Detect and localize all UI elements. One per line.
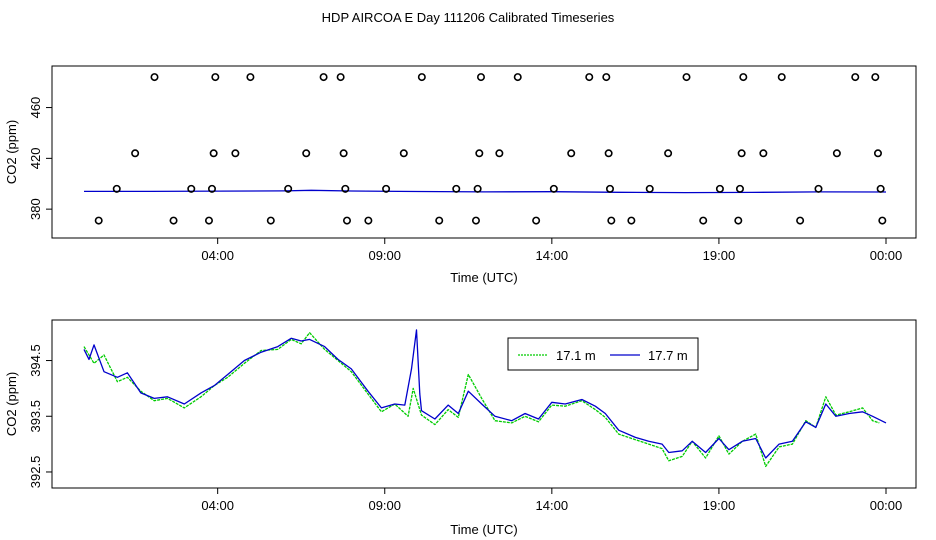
- data-point: [187, 184, 196, 193]
- data-point: [627, 216, 636, 225]
- x-tick-label-top: 19:00: [703, 248, 736, 263]
- data-point: [131, 149, 140, 158]
- data-point: [871, 73, 880, 82]
- data-point: [204, 216, 213, 225]
- data-point: [513, 73, 522, 82]
- data-point: [814, 184, 823, 193]
- data-point: [878, 216, 887, 225]
- x-tick-label-top: 00:00: [870, 248, 903, 263]
- x-tick-label-bottom: 09:00: [368, 498, 401, 513]
- legend-label-17-7m: 17.7 m: [648, 348, 688, 363]
- legend-label-17-1m: 17.1 m: [556, 348, 596, 363]
- data-point: [211, 73, 220, 82]
- data-point: [476, 73, 485, 82]
- data-point: [266, 216, 275, 225]
- x-tick-label-bottom: 14:00: [536, 498, 569, 513]
- data-point: [302, 149, 311, 158]
- data-point: [246, 73, 255, 82]
- data-point: [495, 149, 504, 158]
- data-point: [475, 149, 484, 158]
- y-tick-label-top: 420: [28, 147, 43, 169]
- data-point: [209, 149, 218, 158]
- data-point: [319, 73, 328, 82]
- y-axis-label-bottom: CO2 (ppm): [4, 372, 19, 436]
- data-point: [435, 216, 444, 225]
- plot-frame-bottom: [51, 319, 917, 489]
- x-tick-label-top: 09:00: [368, 248, 401, 263]
- data-point: [602, 73, 611, 82]
- point-series-top: [94, 73, 887, 225]
- data-point: [471, 216, 480, 225]
- series-line-17-7m: [83, 329, 887, 459]
- y-axis-bottom: 392.5 393.5 394.5: [28, 344, 52, 488]
- data-point: [382, 184, 391, 193]
- y-tick-label-bottom: 392.5: [28, 456, 43, 489]
- data-point: [567, 149, 576, 158]
- legend-box: [507, 337, 699, 371]
- data-point: [682, 73, 691, 82]
- y-axis-label-top: CO2 (ppm): [4, 120, 19, 184]
- x-axis-label-top: Time (UTC): [450, 270, 517, 285]
- data-point: [851, 73, 860, 82]
- y-tick-label-top: 380: [28, 198, 43, 220]
- data-point: [737, 149, 746, 158]
- data-point: [339, 149, 348, 158]
- x-tick-label-top: 14:00: [536, 248, 569, 263]
- co2-line-top: [84, 189, 887, 194]
- data-point: [832, 149, 841, 158]
- x-tick-label-bottom: 04:00: [201, 498, 234, 513]
- chart-bottom: 04:00 09:00 14:00 19:00 00:00 392.5 393.5 394.…: [4, 319, 917, 537]
- data-point: [777, 73, 786, 82]
- page-title: HDP AIRCOA E Day 111206 Calibrated Times…: [322, 10, 615, 25]
- data-point: [645, 184, 654, 193]
- data-point: [532, 216, 541, 225]
- y-tick-label-top: 460: [28, 97, 43, 119]
- data-point: [417, 73, 426, 82]
- data-point: [873, 149, 882, 158]
- y-tick-label-bottom: 393.5: [28, 400, 43, 433]
- line-series-top: [84, 189, 887, 194]
- data-point: [399, 149, 408, 158]
- x-tick-label-bottom: 19:00: [703, 498, 736, 513]
- x-axis-top: 04:00 09:00 14:00 19:00 00:00: [201, 238, 902, 263]
- data-point: [473, 184, 482, 193]
- x-axis-label-bottom: Time (UTC): [450, 522, 517, 537]
- data-point: [549, 184, 558, 193]
- data-point: [699, 216, 708, 225]
- x-axis-bottom: 04:00 09:00 14:00 19:00 00:00: [201, 488, 902, 513]
- data-point: [796, 216, 805, 225]
- data-point: [605, 184, 614, 193]
- data-point: [336, 73, 345, 82]
- data-point: [715, 184, 724, 193]
- data-point: [207, 184, 216, 193]
- data-point: [231, 149, 240, 158]
- data-point: [604, 149, 613, 158]
- x-tick-label-bottom: 00:00: [870, 498, 903, 513]
- data-point: [735, 184, 744, 193]
- data-point: [150, 73, 159, 82]
- data-point: [759, 149, 768, 158]
- data-point: [739, 73, 748, 82]
- data-point: [169, 216, 178, 225]
- legend: 17.1 m 17.7 m: [507, 337, 699, 371]
- data-point: [607, 216, 616, 225]
- data-point: [364, 216, 373, 225]
- data-point: [94, 216, 103, 225]
- data-point: [876, 184, 885, 193]
- data-point: [734, 216, 743, 225]
- plot-frame-top: [51, 65, 917, 239]
- y-axis-top: 380 420 460: [28, 97, 52, 220]
- y-tick-label-bottom: 394.5: [28, 344, 43, 377]
- series-lines-bottom: [83, 329, 887, 468]
- data-point: [585, 73, 594, 82]
- data-point: [664, 149, 673, 158]
- data-point: [452, 184, 461, 193]
- data-point: [342, 216, 351, 225]
- chart-top: 04:00 09:00 14:00 19:00 00:00 380 420 460 Time…: [4, 65, 917, 285]
- data-point: [284, 184, 293, 193]
- data-point: [341, 184, 350, 193]
- x-tick-label-top: 04:00: [201, 248, 234, 263]
- data-point: [112, 184, 121, 193]
